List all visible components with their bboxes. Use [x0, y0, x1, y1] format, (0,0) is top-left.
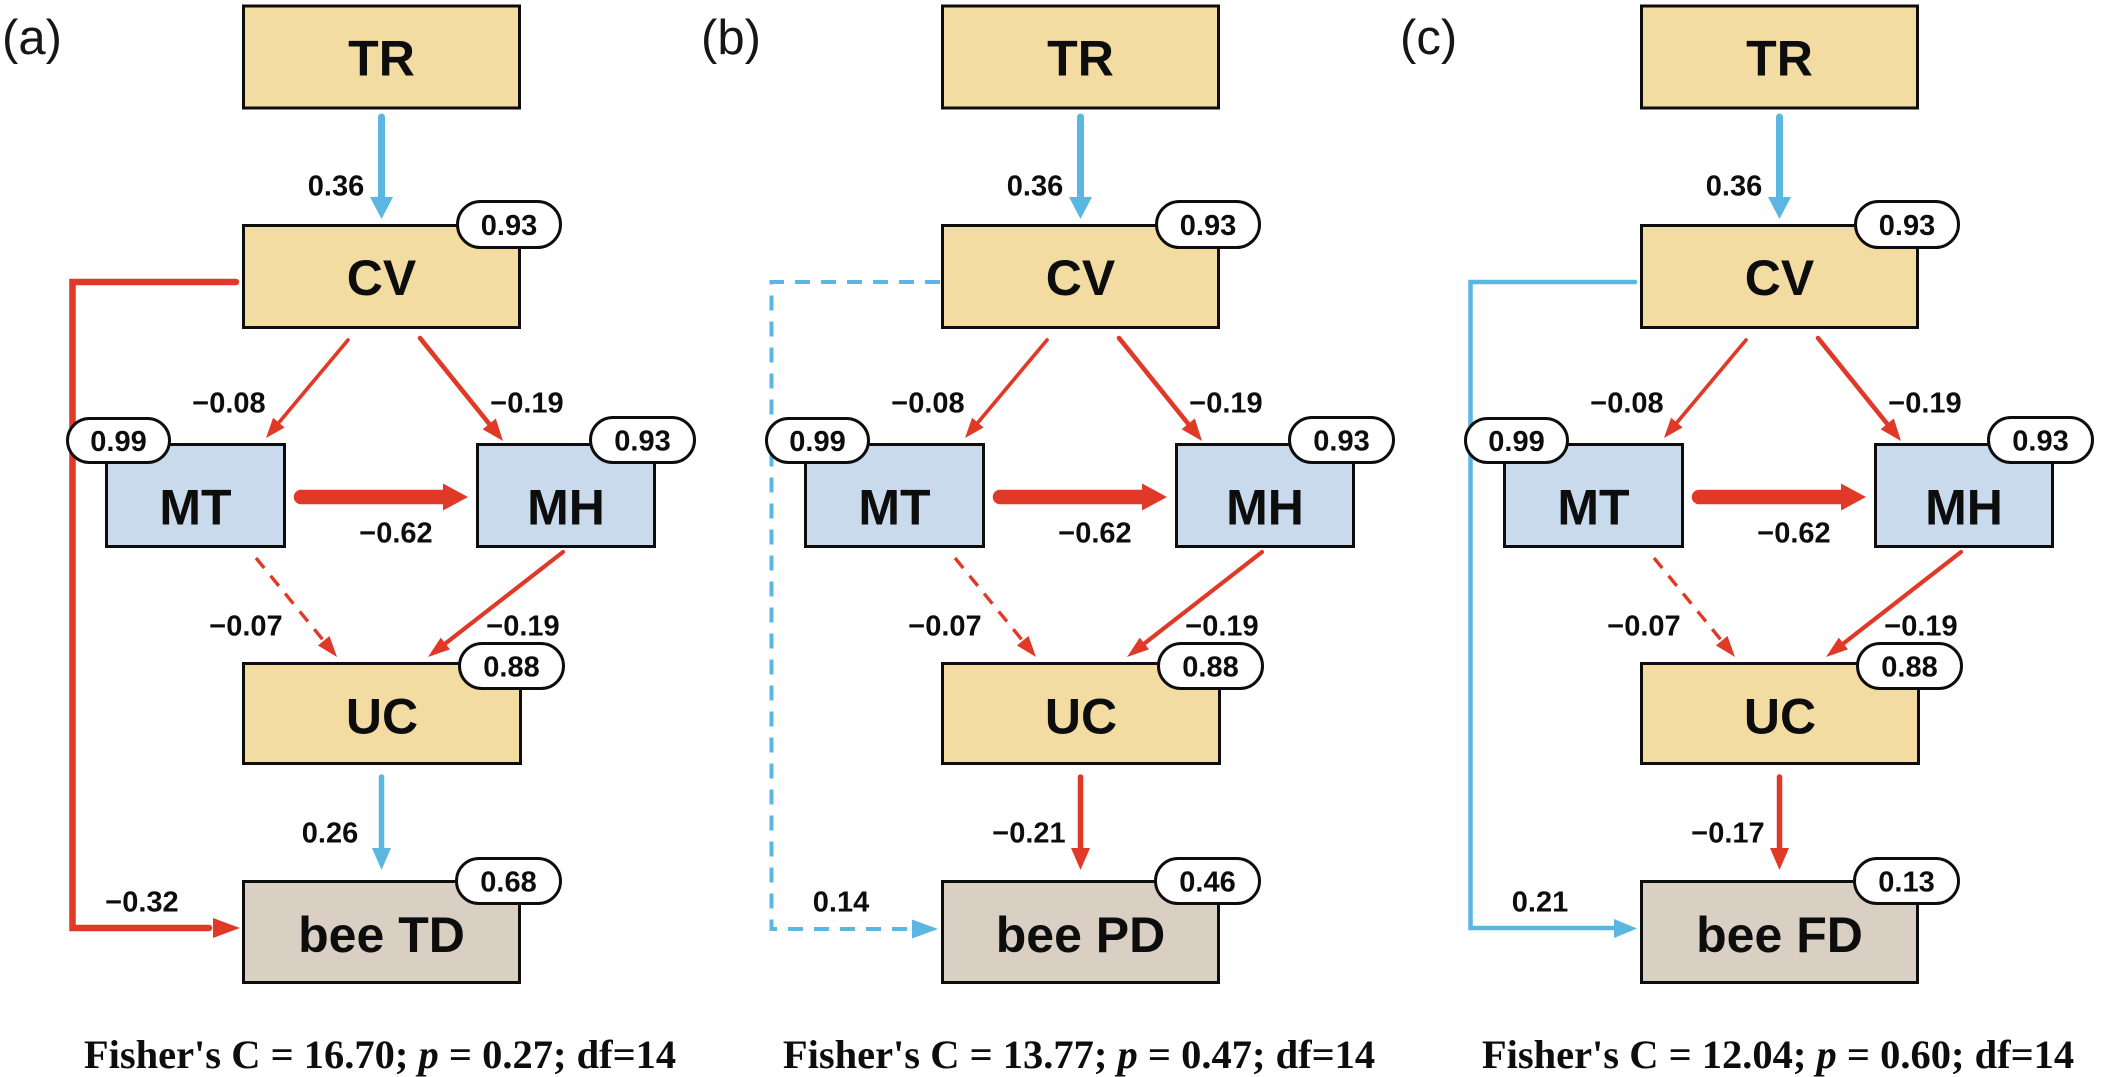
- svg-text:−0.19: −0.19: [1884, 611, 1957, 643]
- svg-text:0.93: 0.93: [1180, 210, 1236, 242]
- svg-text:CV: CV: [1745, 250, 1815, 306]
- svg-text:MT: MT: [858, 479, 930, 535]
- svg-text:−0.17: −0.17: [1691, 818, 1764, 850]
- svg-text:0.99: 0.99: [1488, 426, 1544, 458]
- svg-text:0.14: 0.14: [813, 887, 869, 919]
- svg-text:−0.19: −0.19: [486, 611, 559, 643]
- svg-text:−0.62: −0.62: [359, 518, 432, 550]
- svg-text:0.93: 0.93: [481, 210, 537, 242]
- svg-text:−0.19: −0.19: [1888, 388, 1961, 420]
- svg-text:0.68: 0.68: [480, 867, 536, 899]
- svg-text:MT: MT: [1557, 479, 1629, 535]
- svg-text:UC: UC: [346, 688, 418, 744]
- svg-text:bee TD: bee TD: [298, 907, 465, 963]
- svg-text:0.88: 0.88: [1182, 652, 1238, 684]
- svg-text:UC: UC: [1045, 688, 1117, 744]
- svg-text:−0.62: −0.62: [1757, 518, 1830, 550]
- svg-text:−0.21: −0.21: [992, 818, 1065, 850]
- svg-text:(a): (a): [2, 11, 62, 65]
- svg-text:0.36: 0.36: [1706, 171, 1762, 203]
- svg-text:−0.08: −0.08: [1590, 388, 1663, 420]
- svg-text:−0.07: −0.07: [1607, 611, 1680, 643]
- svg-text:0.36: 0.36: [308, 171, 364, 203]
- svg-text:0.46: 0.46: [1179, 867, 1235, 899]
- svg-text:0.36: 0.36: [1007, 171, 1063, 203]
- svg-text:MH: MH: [527, 479, 605, 535]
- svg-text:−0.08: −0.08: [192, 388, 265, 420]
- svg-text:MH: MH: [1925, 479, 2003, 535]
- svg-text:CV: CV: [1046, 250, 1116, 306]
- svg-text:−0.07: −0.07: [209, 611, 282, 643]
- svg-text:bee PD: bee PD: [996, 907, 1166, 963]
- svg-text:0.99: 0.99: [789, 426, 845, 458]
- svg-text:−0.08: −0.08: [891, 388, 964, 420]
- svg-text:(c): (c): [1400, 11, 1457, 65]
- svg-text:TR: TR: [1047, 30, 1114, 86]
- svg-text:Fisher's C = 13.77; p = 0.47;: Fisher's C = 13.77; p = 0.47; df=14: [783, 1032, 1375, 1077]
- svg-text:0.93: 0.93: [614, 426, 670, 458]
- svg-text:Fisher's C = 12.04; p = 0.60;: Fisher's C = 12.04; p = 0.60; df=14: [1482, 1032, 2074, 1077]
- svg-text:TR: TR: [348, 30, 415, 86]
- svg-text:UC: UC: [1744, 688, 1816, 744]
- svg-text:−0.07: −0.07: [908, 611, 981, 643]
- svg-text:Fisher's C = 16.70; p = 0.27;: Fisher's C = 16.70; p = 0.27; df=14: [84, 1032, 676, 1077]
- svg-text:TR: TR: [1746, 30, 1813, 86]
- svg-text:0.93: 0.93: [2012, 426, 2068, 458]
- svg-text:−0.19: −0.19: [1185, 611, 1258, 643]
- svg-text:bee FD: bee FD: [1696, 907, 1863, 963]
- svg-text:0.93: 0.93: [1879, 210, 1935, 242]
- svg-text:MH: MH: [1226, 479, 1304, 535]
- svg-text:(b): (b): [701, 11, 761, 65]
- svg-text:0.26: 0.26: [302, 818, 358, 850]
- svg-text:0.99: 0.99: [90, 426, 146, 458]
- svg-text:0.88: 0.88: [483, 652, 539, 684]
- svg-text:0.13: 0.13: [1878, 867, 1934, 899]
- svg-text:0.88: 0.88: [1881, 652, 1937, 684]
- svg-text:0.93: 0.93: [1313, 426, 1369, 458]
- svg-text:−0.62: −0.62: [1058, 518, 1131, 550]
- svg-text:0.21: 0.21: [1512, 887, 1568, 919]
- svg-text:CV: CV: [347, 250, 417, 306]
- svg-text:−0.19: −0.19: [1189, 388, 1262, 420]
- svg-text:−0.19: −0.19: [490, 388, 563, 420]
- svg-text:−0.32: −0.32: [105, 887, 178, 919]
- svg-text:MT: MT: [159, 479, 231, 535]
